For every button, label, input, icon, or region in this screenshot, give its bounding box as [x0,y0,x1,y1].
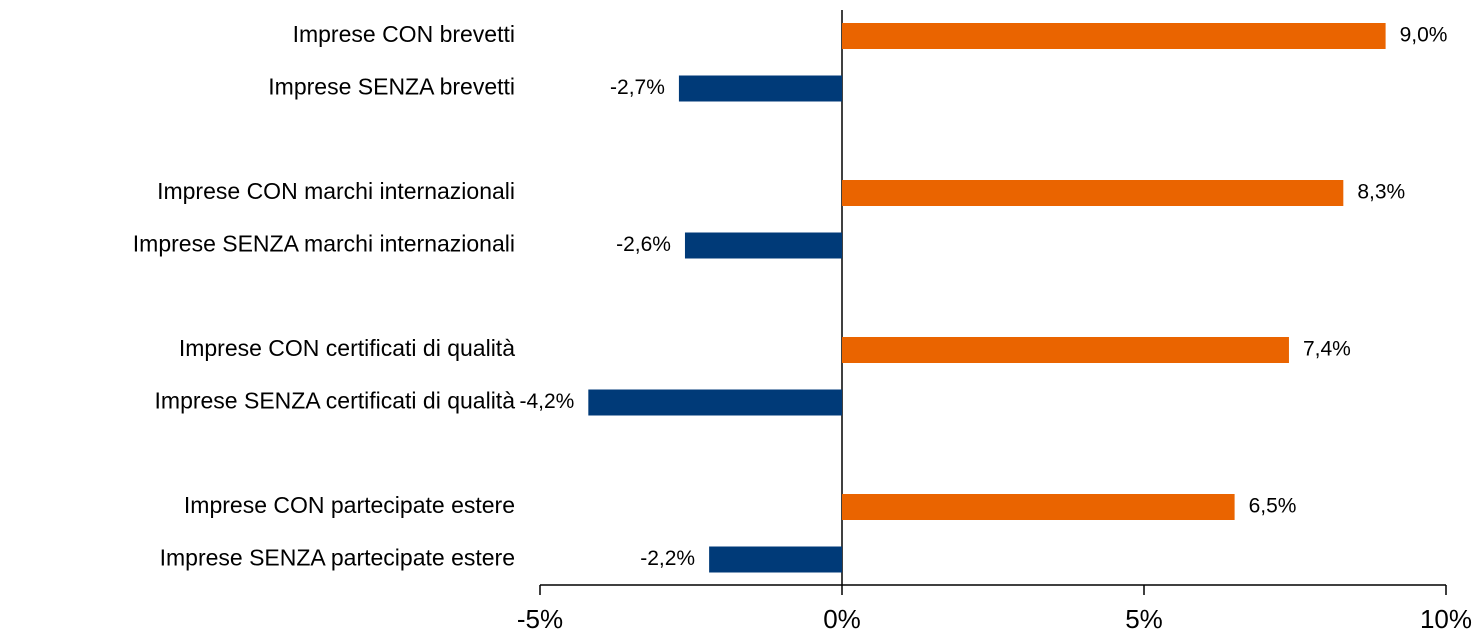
value-label: -2,6% [616,233,671,256]
category-label: Imprese CON brevetti [293,21,515,47]
value-label: -2,7% [610,76,665,99]
category-label: Imprese CON partecipate estere [184,492,515,518]
x-tick-label: 5% [1125,604,1163,634]
bar [678,75,842,102]
category-label: Imprese CON marchi internazionali [157,178,515,204]
bar [842,23,1386,49]
category-label: Imprese SENZA partecipate estere [160,545,515,571]
value-label: 6,5% [1249,495,1297,518]
value-label: 9,0% [1400,24,1448,47]
category-label: Imprese SENZA brevetti [268,74,515,100]
value-label: -4,2% [519,390,574,413]
bar [842,337,1289,363]
x-tick-label: 0% [823,604,861,634]
category-label: Imprese CON certificati di qualità [179,335,515,361]
value-label: 7,4% [1303,338,1351,361]
bar [588,389,842,416]
bar [684,232,842,259]
x-tick-label: -5% [517,604,563,634]
x-tick-label: 10% [1420,604,1472,634]
category-label: Imprese SENZA marchi internazionali [133,231,515,257]
bar [842,180,1344,206]
value-label: -2,2% [640,547,695,570]
category-label: Imprese SENZA certificati di qualità [155,388,516,414]
value-label: 8,3% [1357,181,1405,204]
bar [842,494,1235,520]
bar [709,546,842,573]
